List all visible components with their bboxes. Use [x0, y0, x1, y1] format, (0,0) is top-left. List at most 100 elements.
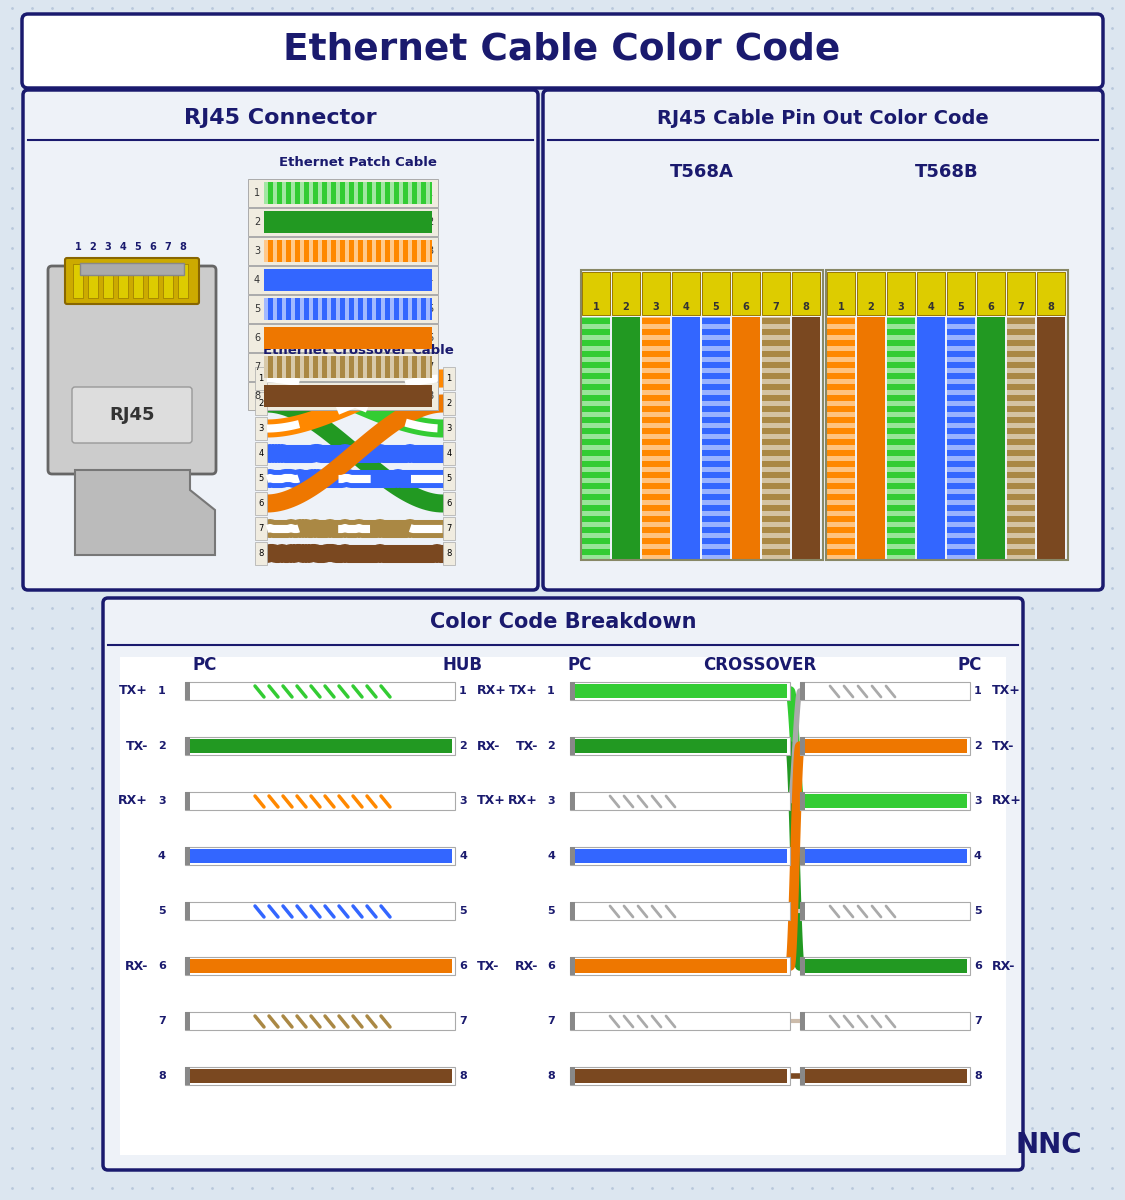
Text: 1: 1	[547, 686, 555, 696]
Bar	[886, 346, 915, 350]
Bar	[327, 182, 331, 204]
Bar	[762, 335, 790, 340]
Bar	[826, 270, 1068, 560]
Text: TX-: TX-	[515, 739, 538, 752]
Text: 2: 2	[426, 217, 433, 227]
Bar	[642, 335, 670, 340]
Bar	[273, 298, 277, 320]
Bar	[575, 739, 788, 754]
Text: RX+: RX+	[118, 794, 148, 808]
Bar	[184, 958, 454, 974]
Text: 1: 1	[426, 188, 433, 198]
Text: 3: 3	[652, 302, 659, 312]
Bar	[702, 422, 730, 428]
Bar	[947, 478, 975, 482]
Bar	[886, 379, 915, 384]
Bar	[947, 554, 975, 560]
Bar	[88, 264, 98, 298]
Bar	[178, 264, 188, 298]
Text: 6: 6	[259, 499, 263, 508]
Bar	[947, 490, 975, 494]
Bar	[443, 442, 454, 464]
Bar	[1007, 456, 1035, 461]
Bar	[947, 358, 975, 362]
Bar	[702, 368, 730, 373]
Bar	[1007, 554, 1035, 560]
Bar	[827, 272, 855, 314]
Bar	[800, 737, 970, 755]
Bar	[827, 544, 855, 550]
Bar	[408, 182, 412, 204]
Bar	[762, 445, 790, 450]
Bar	[702, 445, 730, 450]
Text: 6: 6	[988, 302, 994, 312]
Bar	[381, 240, 385, 262]
Text: Ethernet Crossover Cable: Ethernet Crossover Cable	[262, 344, 453, 358]
Bar	[582, 346, 610, 350]
Bar	[582, 390, 610, 395]
Bar	[857, 272, 885, 314]
Text: PC: PC	[568, 656, 592, 674]
Bar	[642, 324, 670, 329]
Bar	[354, 182, 358, 204]
Bar	[762, 317, 790, 560]
Text: 5: 5	[158, 906, 165, 916]
Bar	[886, 544, 915, 550]
Bar	[354, 298, 358, 320]
Bar	[947, 511, 975, 516]
Bar	[443, 367, 454, 390]
Bar	[762, 544, 790, 550]
Text: CROSSOVER: CROSSOVER	[703, 656, 817, 674]
Bar	[354, 240, 358, 262]
Bar	[827, 478, 855, 482]
Text: 5: 5	[547, 906, 555, 916]
Text: 6: 6	[742, 302, 749, 312]
Bar	[73, 264, 83, 298]
Bar	[184, 737, 454, 755]
Bar	[800, 1067, 970, 1085]
Bar	[800, 958, 970, 974]
Bar	[886, 335, 915, 340]
Bar	[1007, 511, 1035, 516]
Bar	[806, 959, 968, 973]
Bar	[800, 847, 970, 865]
Bar	[399, 356, 403, 378]
Bar	[408, 298, 412, 320]
Text: 7: 7	[459, 1016, 467, 1026]
Bar	[827, 445, 855, 450]
Bar	[318, 240, 322, 262]
Text: 4: 4	[974, 851, 982, 862]
Text: TX-: TX-	[477, 960, 500, 972]
Bar	[886, 467, 915, 472]
Bar	[582, 490, 610, 494]
Bar	[336, 356, 340, 378]
Bar	[248, 236, 438, 265]
Bar	[947, 434, 975, 439]
Text: 2: 2	[447, 398, 451, 408]
Bar	[381, 182, 385, 204]
Bar	[381, 356, 385, 378]
Bar	[133, 264, 143, 298]
Text: 3: 3	[974, 796, 982, 806]
Bar	[1007, 335, 1035, 340]
Bar	[1007, 422, 1035, 428]
Text: 3: 3	[254, 246, 260, 256]
Bar	[806, 794, 968, 808]
Text: RX-: RX-	[125, 960, 148, 972]
Bar	[947, 456, 975, 461]
Bar	[827, 467, 855, 472]
Bar	[947, 379, 975, 384]
Text: 8: 8	[426, 391, 433, 401]
Bar	[104, 264, 112, 298]
Bar	[1007, 490, 1035, 494]
Bar	[582, 456, 610, 461]
Bar	[184, 1012, 190, 1030]
Bar	[390, 356, 394, 378]
Bar	[827, 379, 855, 384]
Bar	[827, 335, 855, 340]
Text: 5: 5	[426, 304, 433, 314]
Bar	[886, 456, 915, 461]
Bar	[264, 240, 268, 262]
Bar	[582, 445, 610, 450]
Text: 8: 8	[974, 1070, 982, 1081]
